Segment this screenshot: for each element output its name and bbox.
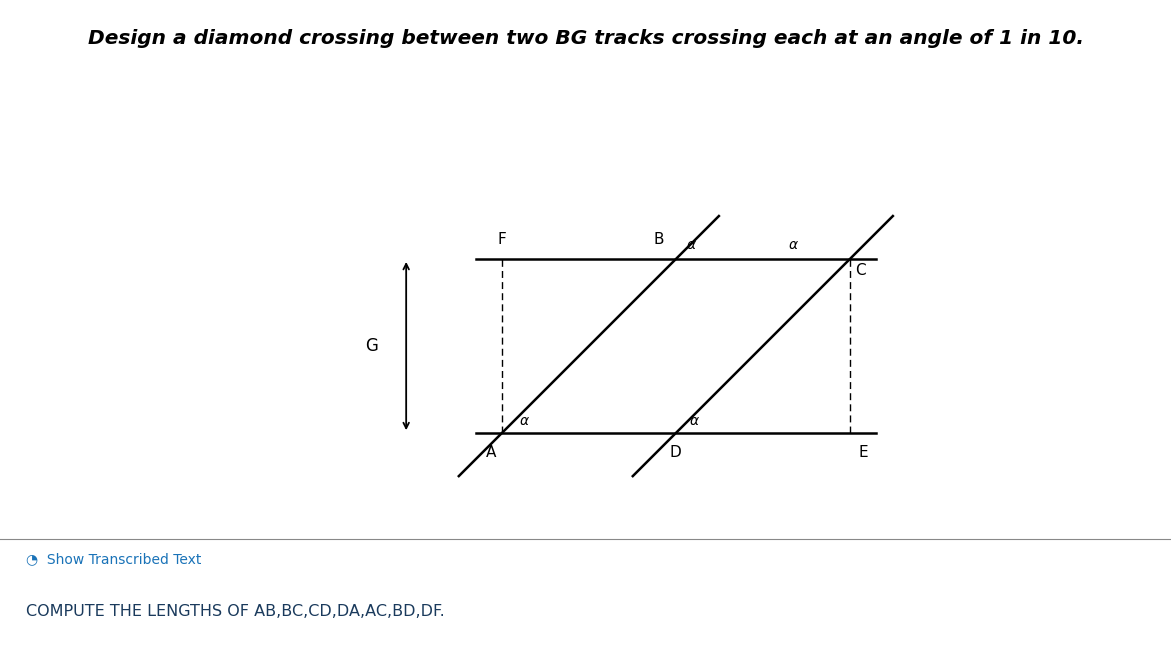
Text: G: G [365, 337, 378, 355]
Text: COMPUTE THE LENGTHS OF AB,BC,CD,DA,AC,BD,DF.: COMPUTE THE LENGTHS OF AB,BC,CD,DA,AC,BD… [26, 604, 445, 619]
Text: B: B [653, 232, 664, 247]
Text: A: A [486, 445, 497, 460]
Text: Design a diamond crossing between two BG tracks crossing each at an angle of 1 i: Design a diamond crossing between two BG… [88, 29, 1083, 48]
Text: α: α [789, 238, 799, 252]
Text: C: C [855, 263, 865, 278]
Text: E: E [858, 445, 868, 460]
Text: α: α [519, 414, 528, 428]
Text: α: α [690, 414, 699, 428]
Text: ◔  Show Transcribed Text: ◔ Show Transcribed Text [26, 552, 201, 565]
Text: α: α [686, 238, 696, 252]
Text: D: D [670, 445, 682, 460]
Text: F: F [498, 232, 506, 247]
